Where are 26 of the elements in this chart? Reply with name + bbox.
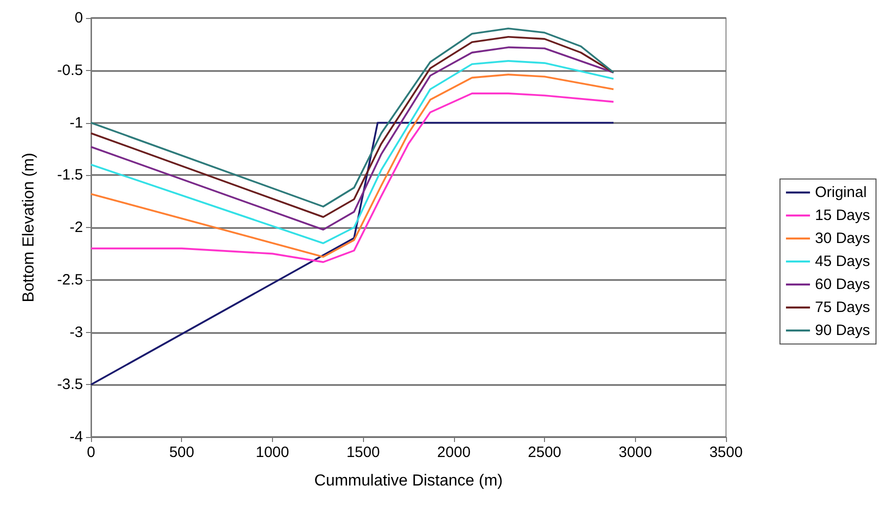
y-tick-label: 0 bbox=[74, 10, 83, 26]
x-tick-label: 1000 bbox=[256, 444, 290, 461]
x-tick-label: 1500 bbox=[346, 444, 380, 461]
x-tick-label: 3000 bbox=[618, 444, 652, 461]
y-tick-label: -1 bbox=[70, 114, 83, 132]
y-tick-label: -2 bbox=[70, 219, 83, 236]
x-axis-title: Cummulative Distance (m) bbox=[314, 472, 503, 490]
y-tick-label: -0.5 bbox=[57, 62, 83, 79]
y-tick-label: -3 bbox=[70, 324, 83, 341]
x-tick-label: 2500 bbox=[528, 444, 562, 461]
legend-label: 30 Days bbox=[814, 230, 870, 247]
y-tick-label: -2.5 bbox=[57, 271, 83, 288]
y-tick-label: -3.5 bbox=[57, 376, 83, 394]
x-tick-label: 0 bbox=[86, 444, 96, 461]
legend-label: Original bbox=[814, 184, 867, 201]
x-tick-label: 3500 bbox=[709, 444, 743, 461]
y-tick-label: -1.5 bbox=[57, 166, 83, 184]
y-axis-title: Bottom Elevation (m) bbox=[20, 152, 38, 302]
legend-label: 75 Days bbox=[814, 299, 870, 316]
x-tick-label: 2000 bbox=[437, 444, 471, 461]
x-tick-label: 500 bbox=[169, 444, 194, 461]
legend-label: 90 Days bbox=[814, 322, 870, 339]
y-tick-label: -4 bbox=[70, 428, 83, 446]
legend-label: 60 Days bbox=[814, 276, 870, 293]
legend-label: 15 Days bbox=[814, 207, 870, 224]
legend-label: 45 Days bbox=[814, 253, 870, 270]
